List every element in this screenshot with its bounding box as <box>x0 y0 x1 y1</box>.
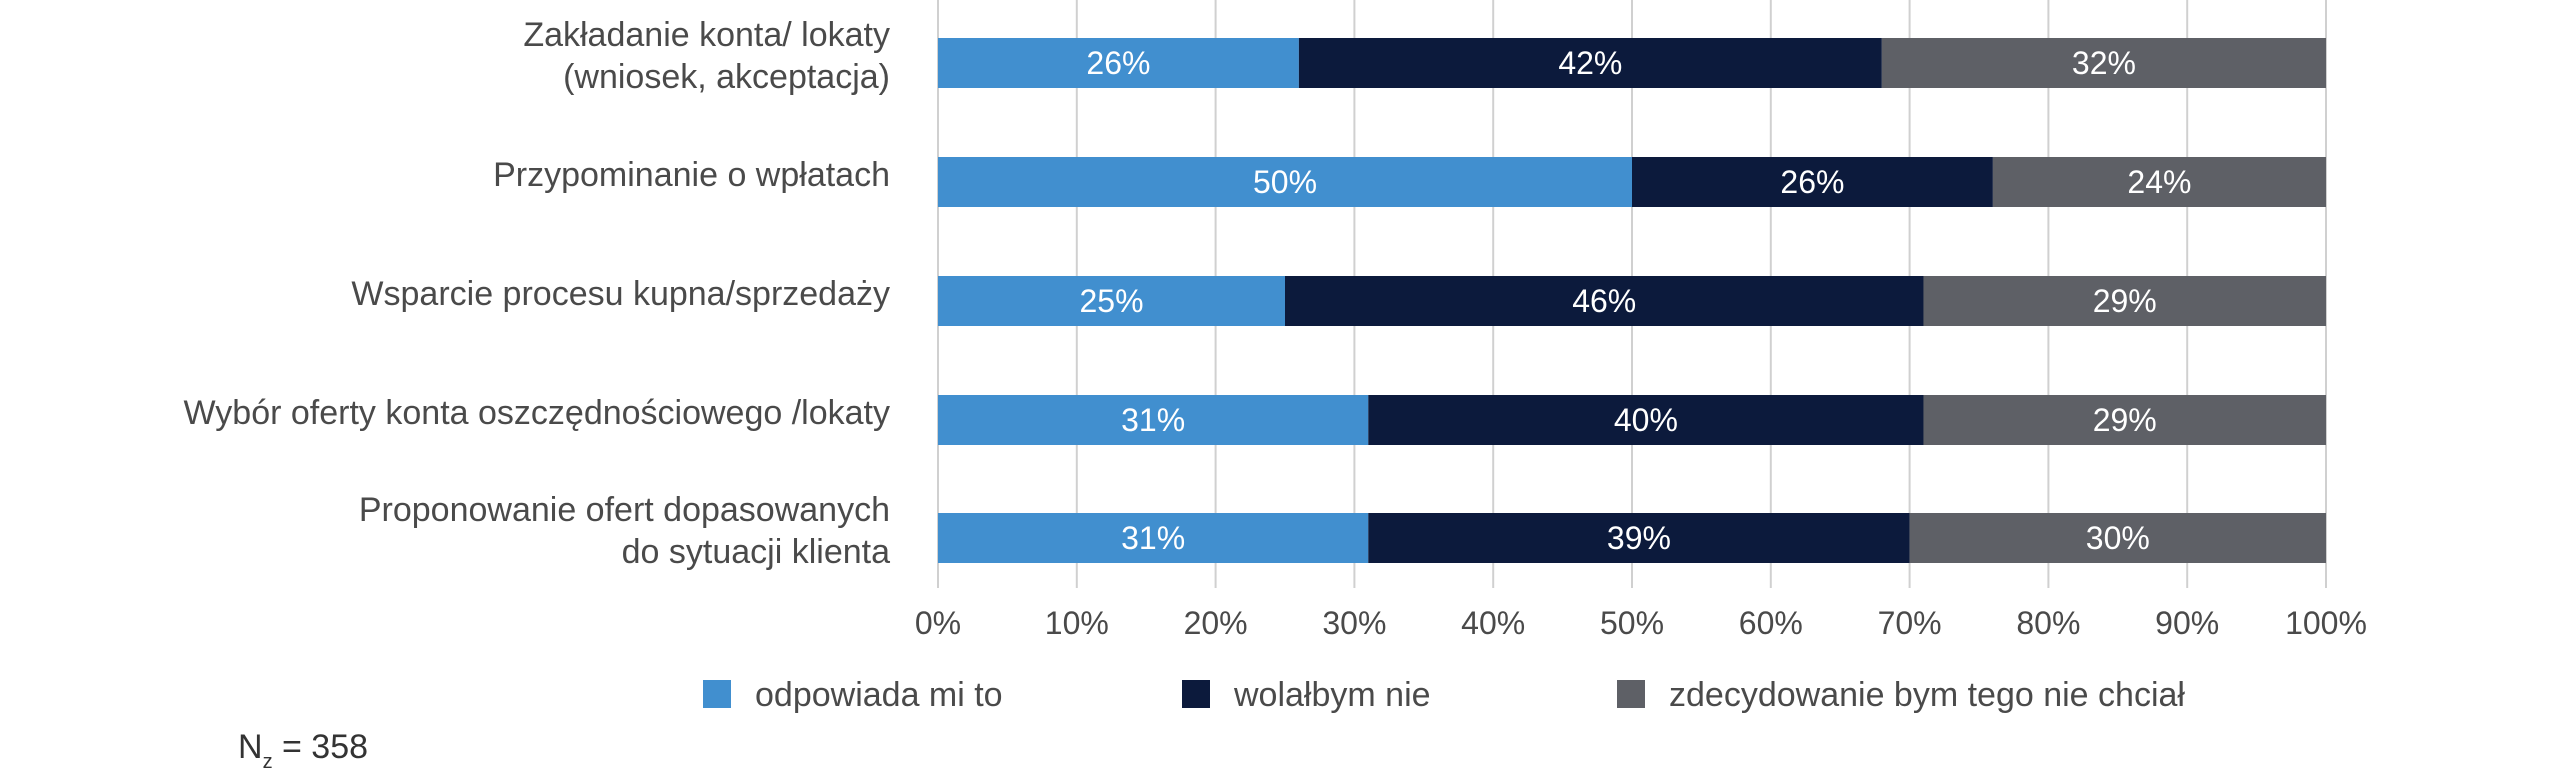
category-label: Wybór oferty konta oszczędnościowego /lo… <box>184 394 890 432</box>
x-tick-label: 60% <box>1739 605 1803 641</box>
x-tick-label: 40% <box>1461 605 1525 641</box>
bar-segment <box>1285 276 1924 326</box>
bar-segment <box>1992 157 2326 207</box>
category-labels: Zakładanie konta/ lokaty (wniosek, akcept… <box>184 16 891 571</box>
x-tick-label: 30% <box>1322 605 1386 641</box>
legend-swatch <box>703 680 731 708</box>
sample-size-note: Nz = 358 <box>238 728 368 774</box>
x-tick-label: 80% <box>2016 605 2080 641</box>
x-tick-label: 50% <box>1600 605 1664 641</box>
bar-segment <box>1368 395 1924 445</box>
legend-label: wolałbym nie <box>1233 676 1431 714</box>
x-tick-label: 20% <box>1184 605 1248 641</box>
bar-value-label: 29% <box>2093 283 2157 319</box>
bar-segment <box>1923 395 2326 445</box>
sample-size-subscript: z <box>262 751 273 773</box>
bar-value-label: 32% <box>2072 45 2136 81</box>
bar-segment <box>938 513 1369 563</box>
x-tick-label: 90% <box>2155 605 2219 641</box>
bar-value-label: 31% <box>1121 520 1185 556</box>
bar-value-label: 29% <box>2093 402 2157 438</box>
category-label: Przypominanie o wpłatach <box>493 156 890 194</box>
sample-size-value: = 358 <box>272 728 369 766</box>
bar-value-label: 24% <box>2127 164 2191 200</box>
category-label: do sytuacji klienta <box>622 533 890 571</box>
bar-value-label: 31% <box>1121 402 1185 438</box>
x-tick-label: 0% <box>915 605 961 641</box>
x-tick-label: 100% <box>2285 605 2367 641</box>
bar-value-label: 39% <box>1607 520 1671 556</box>
bar-segment <box>1881 38 2326 88</box>
bar-value-label: 50% <box>1253 164 1317 200</box>
legend-label: odpowiada mi to <box>755 676 1003 714</box>
bar-segment <box>1909 513 2326 563</box>
bars: 26% 42% 32% 50% 26% 24% 25% 46% 29% 31% 40% 29% 31% 3… <box>938 38 2326 563</box>
bar-value-label: 30% <box>2086 520 2150 556</box>
x-tick-label: 10% <box>1045 605 1109 641</box>
sample-size-prefix: N <box>238 728 263 766</box>
bar-value-label: 26% <box>1086 45 1150 81</box>
category-label: Proponowanie ofert dopasowanych <box>359 491 890 529</box>
bar-segment <box>938 38 1299 88</box>
category-label: Wsparcie procesu kupna/sprzedaży <box>351 275 890 313</box>
x-axis-ticks: 0% 10% 20% 30% 40% 50% 60% 70% 80% 90% 100% <box>915 605 2367 641</box>
x-tick-label: 70% <box>1878 605 1942 641</box>
legend-swatch <box>1182 680 1210 708</box>
legend-label: zdecydowanie bym tego nie chciał <box>1669 676 2185 714</box>
category-label: Zakładanie konta/ lokaty <box>523 16 890 54</box>
bar-segment <box>938 276 1285 326</box>
bar-segment <box>1298 38 1882 88</box>
bar-value-label: 25% <box>1079 283 1143 319</box>
legend-swatch <box>1617 680 1645 708</box>
bar-value-label: 26% <box>1780 164 1844 200</box>
bar-segment <box>938 395 1369 445</box>
bar-segment <box>1632 157 1993 207</box>
bar-segment <box>1368 513 1910 563</box>
bar-value-label: 42% <box>1558 45 1622 81</box>
bar-value-label: 46% <box>1572 283 1636 319</box>
bar-segment <box>938 157 1632 207</box>
bar-value-label: 40% <box>1614 402 1678 438</box>
legend: odpowiada mi to wolałbym nie zdecydowanie … <box>703 676 2185 714</box>
category-label: (wniosek, akceptacja) <box>563 58 890 96</box>
bar-segment <box>1923 276 2326 326</box>
